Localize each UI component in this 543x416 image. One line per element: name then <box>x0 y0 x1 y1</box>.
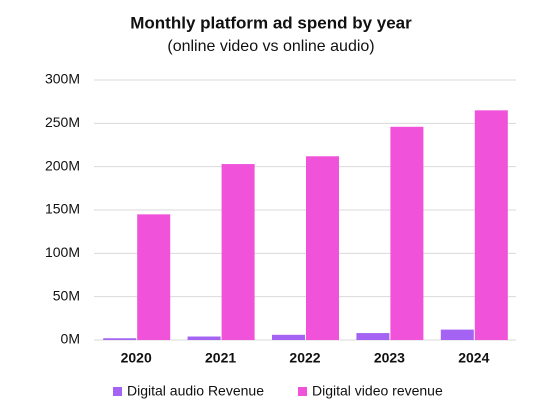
legend-swatch <box>113 387 122 396</box>
bar <box>221 164 255 340</box>
legend-label: Digital audio Revenue <box>127 383 264 399</box>
bar <box>137 214 171 340</box>
y-tick-label: 250M <box>45 114 80 130</box>
legend-swatch <box>298 387 307 396</box>
y-tick-label: 300M <box>45 71 80 87</box>
bar <box>474 110 508 340</box>
legend-label: Digital video revenue <box>312 383 443 399</box>
bar <box>390 126 424 340</box>
x-tick-label: 2021 <box>205 350 236 366</box>
y-tick-label: 0M <box>61 331 80 347</box>
chart-title: Monthly platform ad spend by year <box>130 13 412 32</box>
bar <box>103 338 137 340</box>
y-tick-label: 100M <box>45 244 80 260</box>
y-tick-label: 200M <box>45 157 80 173</box>
bar <box>440 329 474 340</box>
x-tick-label: 2020 <box>121 350 152 366</box>
x-tick-label: 2022 <box>289 350 320 366</box>
x-tick-label: 2023 <box>374 350 405 366</box>
bar <box>272 334 305 340</box>
bar <box>306 156 339 340</box>
y-tick-label: 150M <box>45 201 80 217</box>
bar <box>187 336 221 340</box>
y-tick-label: 50M <box>53 287 80 303</box>
chart-subtitle: (online video vs online audio) <box>167 38 374 55</box>
x-tick-label: 2024 <box>458 350 489 366</box>
bar <box>356 333 390 340</box>
